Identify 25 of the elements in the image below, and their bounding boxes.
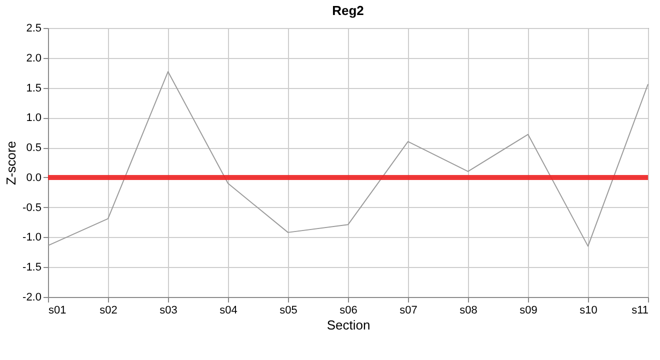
x-tick-label: s01 — [48, 304, 66, 316]
y-tick-label: -1.5 — [22, 262, 42, 274]
y-tick-label: 0.5 — [26, 142, 42, 154]
x-tick-label: s11 — [632, 304, 648, 316]
x-tick-label: s02 — [100, 304, 118, 316]
chart-title: Reg2 — [332, 3, 364, 18]
y-tick-label: 1.5 — [26, 82, 42, 94]
y-tick-label: 1.0 — [26, 112, 42, 124]
x-tick-label: s05 — [280, 304, 298, 316]
x-tick-label: s04 — [220, 304, 238, 316]
x-tick-label: s03 — [160, 304, 178, 316]
x-tick-label: s08 — [460, 304, 478, 316]
y-tick-label: 0.0 — [26, 172, 42, 184]
y-tick-label: -0.5 — [22, 202, 42, 214]
x-tick-label: s07 — [400, 304, 418, 316]
x-tick-label: s06 — [340, 304, 358, 316]
y-tick-label: -2.0 — [22, 292, 42, 304]
y-tick-label: -1.0 — [22, 232, 42, 244]
x-tick-label: s09 — [520, 304, 538, 316]
x-axis-title: Section — [326, 318, 370, 332]
y-tick-label: 2.5 — [26, 22, 42, 34]
y-axis-title: Z-score — [4, 140, 19, 186]
x-tick-label: s10 — [580, 304, 598, 316]
y-tick-label: 2.0 — [26, 52, 42, 64]
line-series — [48, 71, 648, 247]
